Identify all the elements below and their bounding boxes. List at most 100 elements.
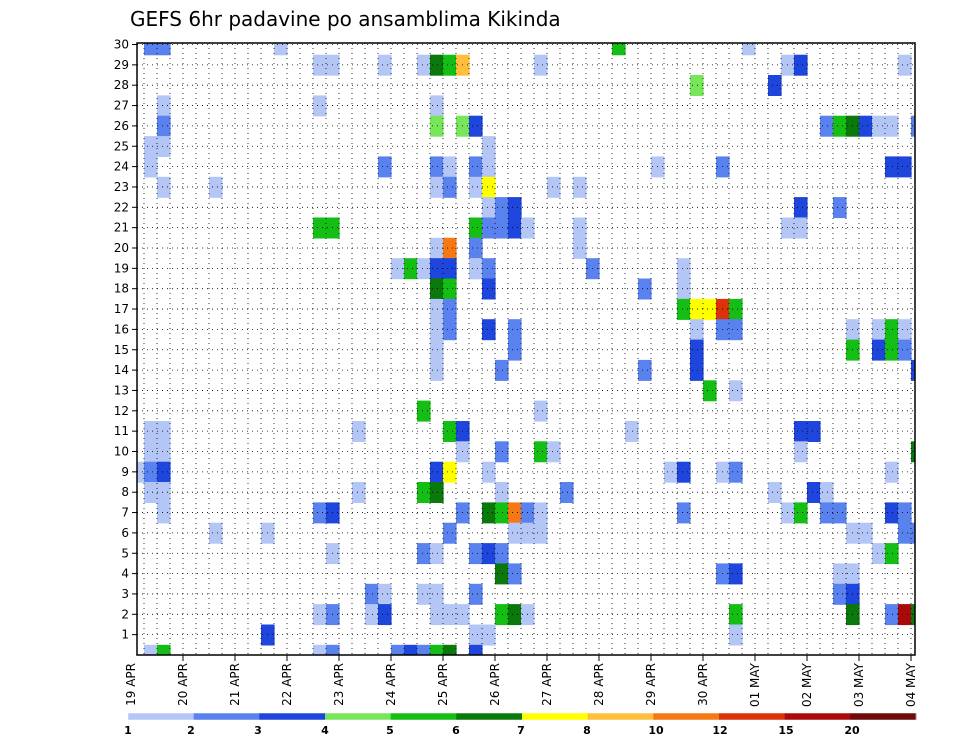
heatmap-cell: [820, 502, 834, 524]
heatmap-cell: [378, 604, 392, 626]
chart-title: GEFS 6hr padavine po ansamblima Kikinda: [130, 7, 561, 31]
heatmap-cell: [430, 482, 444, 503]
heatmap-cell: [430, 237, 444, 259]
heatmap-cell: [690, 319, 704, 341]
heatmap-cell: [469, 115, 483, 137]
heatmap-cell: [417, 644, 431, 655]
heatmap-cell: [911, 522, 915, 544]
heatmap-cell: [157, 461, 171, 483]
y-tick-label: 25: [114, 139, 129, 153]
heatmap-cell: [534, 522, 548, 544]
x-tick-label: 03 MAY: [852, 662, 866, 707]
y-tick-label: 29: [114, 58, 129, 72]
heatmap-cell: [430, 583, 444, 605]
heatmap-cell: [508, 217, 522, 239]
x-tick-label: 22 APR: [280, 663, 294, 706]
legend-label: 2: [187, 724, 195, 737]
heatmap-cell: [872, 543, 886, 565]
heatmap-cell: [729, 624, 743, 646]
y-axis: 1234567891011121314151617181920212223242…: [114, 38, 137, 642]
heatmap-cell: [768, 482, 782, 503]
heatmap-cell: [573, 237, 587, 259]
x-tick-label: 29 APR: [644, 663, 658, 706]
y-tick-label: 4: [121, 567, 129, 581]
color-legend: 1 2 3 4 5 6 7 8 10 12 15 20: [124, 712, 917, 737]
heatmap-cell: [833, 583, 847, 605]
heatmap-cell: [469, 237, 483, 259]
heatmap-cell: [482, 197, 496, 219]
heatmap-cell: [534, 502, 548, 524]
y-tick-label: 12: [114, 404, 129, 418]
legend-label: 6: [452, 724, 460, 737]
heatmap-cell: [729, 461, 743, 483]
heatmap-cell: [534, 54, 548, 76]
heatmap-cell: [495, 441, 509, 463]
heatmap-cell: [677, 258, 691, 280]
heatmap-cell: [430, 461, 444, 483]
x-tick-label: 21 APR: [228, 663, 242, 706]
legend-frame: [127, 712, 917, 721]
heatmap-cell: [794, 502, 808, 524]
heatmap-cell: [794, 54, 808, 76]
x-tick-label: 27 APR: [540, 663, 554, 706]
heatmap-cell: [885, 604, 899, 626]
heatmap-cell: [898, 502, 912, 524]
y-tick-label: 17: [114, 302, 129, 316]
heatmap-cell: [430, 298, 444, 320]
heatmap-cell: [677, 502, 691, 524]
heatmap-cell: [157, 115, 171, 137]
x-tick-label: 04 MAY: [904, 662, 918, 707]
legend-label: 4: [321, 724, 329, 737]
heatmap-cell: [898, 339, 912, 361]
heatmap-cell: [885, 339, 899, 361]
heatmap-cell: [872, 115, 886, 137]
heatmap-cell: [508, 563, 522, 585]
heatmap-cell: [352, 421, 366, 442]
heatmap-cell: [833, 115, 847, 137]
heatmap-cell: [417, 400, 431, 422]
legend-label: 1: [124, 724, 132, 737]
heatmap-cell: [313, 217, 327, 239]
legend-label: 15: [778, 724, 793, 737]
heatmap-cells: [137, 43, 915, 655]
heatmap-cell: [742, 43, 756, 56]
heatmap-cell: [677, 278, 691, 300]
heatmap-cell: [703, 380, 717, 402]
heatmap-cell: [157, 95, 171, 117]
x-tick-label: 26 APR: [488, 663, 502, 706]
heatmap-cell: [313, 604, 327, 626]
legend-swatch: [653, 713, 720, 720]
heatmap-cell: [495, 482, 509, 503]
heatmap-cell: [157, 136, 171, 158]
heatmap-cell: [482, 624, 496, 646]
heatmap-cell: [365, 604, 379, 626]
heatmap-cell: [898, 54, 912, 76]
heatmap-cell: [430, 176, 444, 198]
heatmap-cell: [638, 278, 652, 300]
heatmap-cell: [547, 441, 561, 463]
heatmap-cell: [482, 156, 496, 178]
heatmap-cell: [404, 258, 418, 280]
heatmap-cell: [495, 502, 509, 524]
y-tick-label: 16: [114, 322, 129, 336]
legend-label: 7: [517, 724, 525, 737]
heatmap-cell: [482, 461, 496, 483]
heatmap-cell: [794, 441, 808, 463]
heatmap-cell: [729, 380, 743, 402]
heatmap-cell: [443, 461, 457, 483]
heatmap-cell: [859, 522, 873, 544]
heatmap-cell: [560, 482, 574, 503]
y-tick-label: 15: [114, 343, 129, 357]
heatmap-cell: [144, 43, 158, 56]
heatmap-cell: [703, 298, 717, 320]
legend-label: 3: [254, 724, 262, 737]
heatmap-cell: [534, 441, 548, 463]
heatmap-cell: [911, 604, 915, 626]
heatmap-cell: [573, 217, 587, 239]
heatmap-cell: [417, 482, 431, 503]
y-tick-label: 18: [114, 282, 129, 296]
heatmap-cell: [807, 421, 821, 442]
heatmap-cell: [443, 522, 457, 544]
legend-label: 12: [712, 724, 727, 737]
heatmap-cell: [469, 156, 483, 178]
